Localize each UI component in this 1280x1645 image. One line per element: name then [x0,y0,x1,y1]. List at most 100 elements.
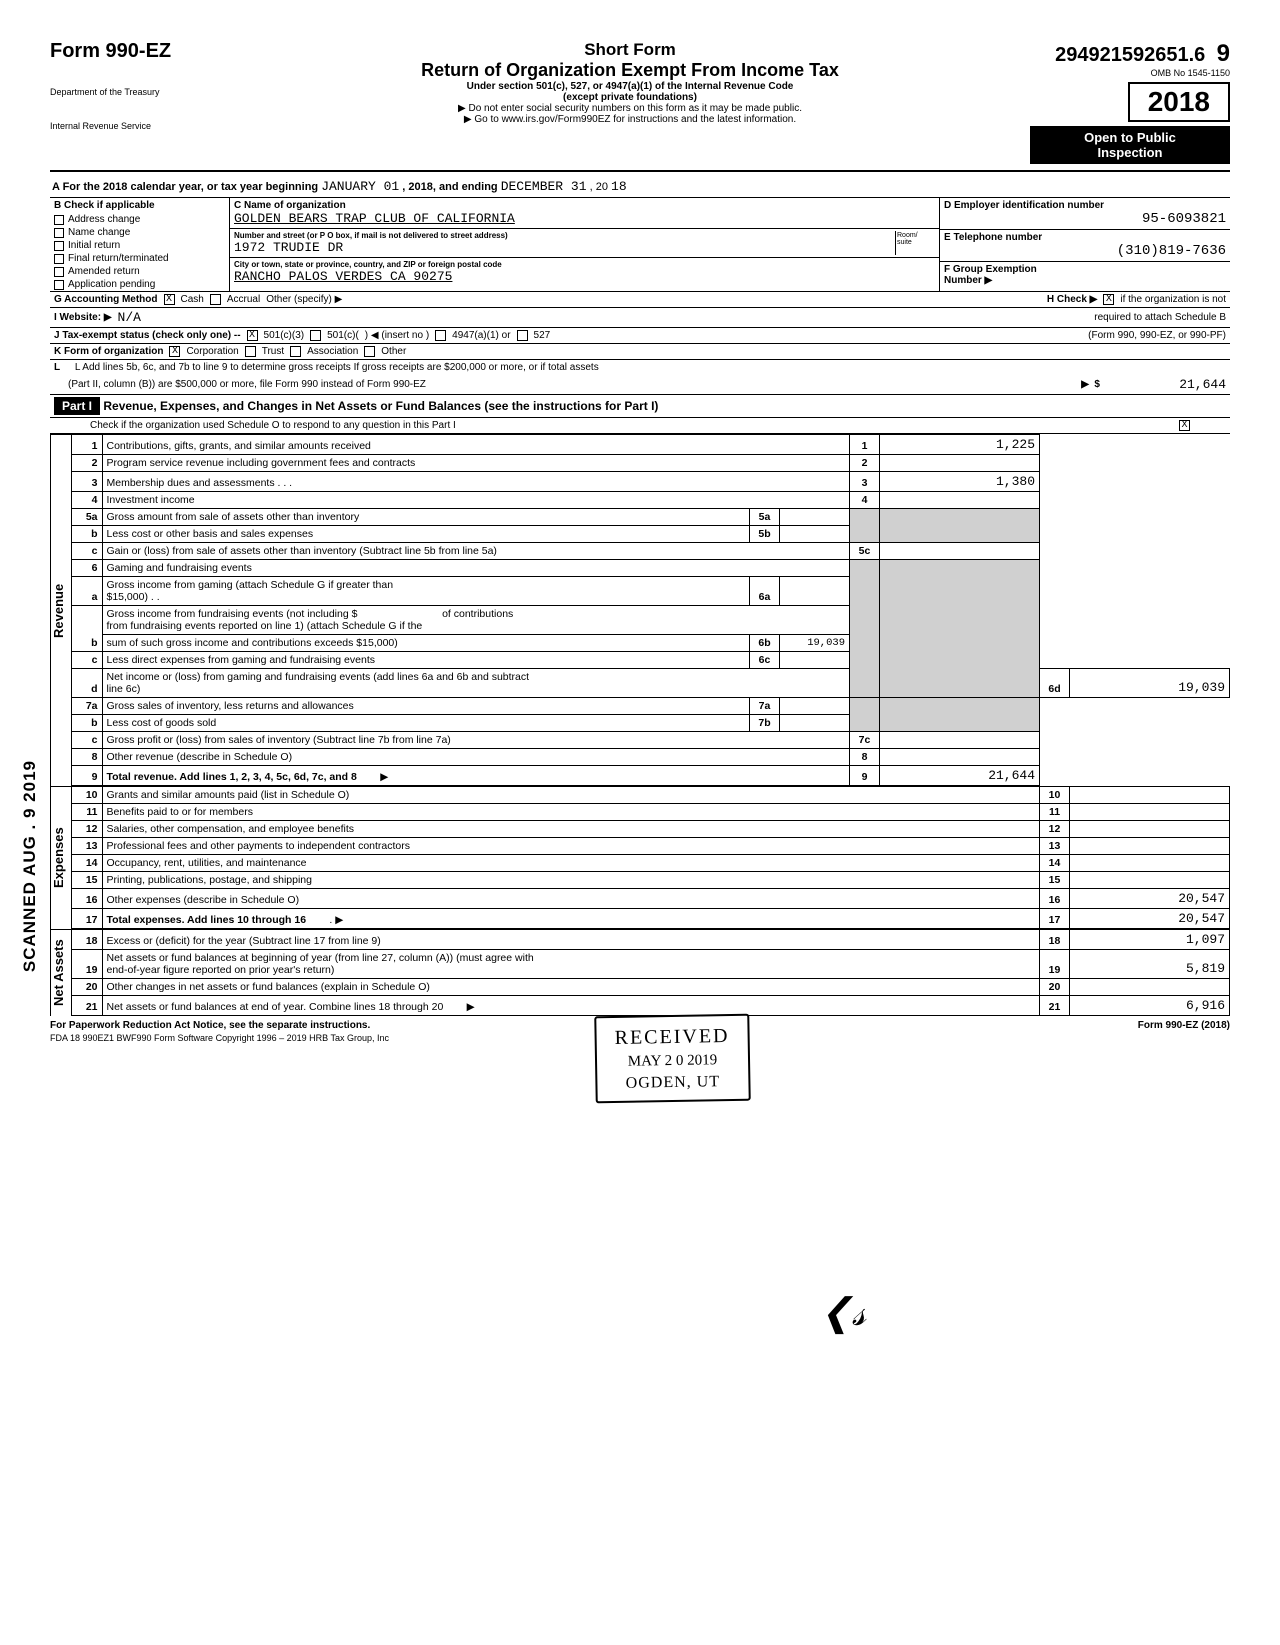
dln-number: 294921592651.6 [1055,44,1205,66]
gross-receipts: 21,644 [1106,377,1226,392]
street: 1972 TRUDIE DR [234,240,895,255]
line-7a: 7aGross sales of inventory, less returns… [72,698,1230,715]
chk-final[interactable]: Final return/terminated [50,252,229,265]
header-right: 294921592651.6 9 OMB No 1545-1150 2018 O… [1030,40,1230,164]
line-7c: cGross profit or (loss) from sales of in… [72,732,1230,749]
expenses-table: 10Grants and similar amounts paid (list … [72,786,1230,929]
line-18: 18Excess or (deficit) for the year (Subt… [72,930,1230,950]
chk-assoc[interactable] [290,346,301,357]
line-6: 6Gaming and fundraising events [72,560,1230,577]
short-form-label: Short Form [240,40,1020,60]
open-line1: Open to Public [1084,130,1176,145]
line-7b: bLess cost of goods sold7b [72,715,1230,732]
ein-label: D Employer identification number [944,200,1226,211]
check-column: B Check if applicable Address change Nam… [50,198,230,291]
row-a-tax-year: A For the 2018 calendar year, or tax yea… [50,176,1230,198]
open-line2: Inspection [1097,145,1162,160]
signature-initials: ❮𝓈 [820,1290,866,1335]
line-20: 20Other changes in net assets or fund ba… [72,979,1230,996]
line-6d: dNet income or (loss) from gaming and fu… [72,669,1230,698]
main-title: Return of Organization Exempt From Incom… [240,60,1020,81]
form-code: Form 990-EZ (2018) [1138,1020,1230,1031]
line-3: 3Membership dues and assessments . . .31… [72,472,1230,492]
line-21: 21Net assets or fund balances at end of … [72,996,1230,1016]
net-assets-side-label: Net Assets [50,929,72,1016]
stamp-received: RECEIVED [614,1022,729,1052]
chk-corp[interactable]: X [169,346,180,357]
revenue-section: Revenue 1Contributions, gifts, grants, a… [50,434,1230,786]
row-a-mid: , 2018, and ending [402,181,497,193]
line-2: 2Program service revenue including gover… [72,455,1230,472]
omb-number: OMB No 1545-1150 [1030,68,1230,78]
line-15: 15Printing, publications, postage, and s… [72,872,1230,889]
line-19: 19Net assets or fund balances at beginni… [72,950,1230,979]
year-end: DECEMBER 31 [501,179,587,194]
chk-cash[interactable]: X [164,294,175,305]
revenue-table: 1Contributions, gifts, grants, and simil… [72,434,1230,786]
open-to-public: Open to Public Inspection [1030,126,1230,164]
chk-4947[interactable] [435,330,446,341]
chk-501c3[interactable]: X [247,330,258,341]
net-assets-table: 18Excess or (deficit) for the year (Subt… [72,929,1230,1016]
part1-header: Part I Revenue, Expenses, and Changes in… [50,395,1230,418]
title-block: Short Form Return of Organization Exempt… [230,40,1030,125]
chk-amended[interactable]: Amended return [50,265,229,278]
stamp-location: OGDEN, UT [615,1071,730,1095]
website-label: I Website: ▶ [54,312,112,323]
ein-column: D Employer identification number 95-6093… [940,198,1230,291]
chk-initial[interactable]: Initial return [50,239,229,252]
except-label: (except private foundations) [240,92,1020,103]
line-17: 17Total expenses. Add lines 10 through 1… [72,909,1230,929]
tax-year: 2018 [1128,82,1230,122]
expenses-side-label: Expenses [50,786,72,929]
line-10: 10Grants and similar amounts paid (list … [72,787,1230,804]
tax-status-label: J Tax-exempt status (check only one) -- [54,330,241,341]
row-a-yr-lbl: , 20 [590,181,608,193]
chk-other[interactable] [364,346,375,357]
chk-name[interactable]: Name change [50,226,229,239]
phone-label: E Telephone number [944,232,1226,243]
form-org-label: K Form of organization [54,346,163,357]
part1-title: Revenue, Expenses, and Changes in Net As… [103,399,658,413]
chk-sched-b[interactable]: X [1103,294,1114,305]
chk-pending[interactable]: Application pending [50,278,229,291]
line-l-text: L Add lines 5b, 6c, and 7b to line 9 to … [75,362,599,373]
net-assets-section: Net Assets 18Excess or (deficit) for the… [50,929,1230,1016]
line-13: 13Professional fees and other payments t… [72,838,1230,855]
dept-treasury: Department of the Treasury [50,87,230,97]
org-name-label: C Name of organization [234,200,935,211]
chk-501c[interactable] [310,330,321,341]
city-label: City or town, state or province, country… [234,260,935,269]
line-6b: bGross income from fundraising events (n… [72,606,1230,635]
expenses-section: Expenses 10Grants and similar amounts pa… [50,786,1230,929]
meta-rows: G Accounting Method XCash Accrual Other … [50,292,1230,395]
org-name: GOLDEN BEARS TRAP CLUB OF CALIFORNIA [234,211,935,226]
line-l-text2: (Part II, column (B)) are $500,000 or mo… [68,379,426,390]
scanned-stamp: SCANNED AUG . 9 2019 [20,760,40,972]
website: N/A [118,310,141,325]
street-label: Number and street (or P O box, if mail i… [234,231,895,240]
ssn-warning: ▶ Do not enter social security numbers o… [240,103,1020,114]
year-begin: JANUARY 01 [321,179,399,194]
chk-address[interactable]: Address change [50,213,229,226]
part1-check-text: Check if the organization used Schedule … [90,420,456,431]
form-number: Form 990-EZ [50,40,230,63]
line-4: 4Investment income4 [72,492,1230,509]
dept-irs: Internal Revenue Service [50,121,230,131]
chk-trust[interactable] [245,346,256,357]
revenue-side-label: Revenue [50,434,72,786]
line-6c: cLess direct expenses from gaming and fu… [72,652,1230,669]
group-exempt-label: F Group Exemption [944,264,1226,275]
part1-badge: Part I [54,397,100,415]
goto-url: ▶ Go to www.irs.gov/Form990EZ for instru… [240,114,1020,125]
row-a-label: A For the 2018 calendar year, or tax yea… [52,181,318,193]
chk-527[interactable] [517,330,528,341]
line-1: 1Contributions, gifts, grants, and simil… [72,435,1230,455]
stamp-date: MAY 2 0 2019 [615,1050,730,1073]
chk-schedule-o[interactable]: X [1179,420,1190,431]
line-12: 12Salaries, other compensation, and empl… [72,821,1230,838]
row-a-yr: 18 [611,179,627,194]
line-14: 14Occupancy, rent, utilities, and mainte… [72,855,1230,872]
form-header: Form 990-EZ Department of the Treasury I… [50,40,1230,172]
chk-accrual[interactable] [210,294,221,305]
